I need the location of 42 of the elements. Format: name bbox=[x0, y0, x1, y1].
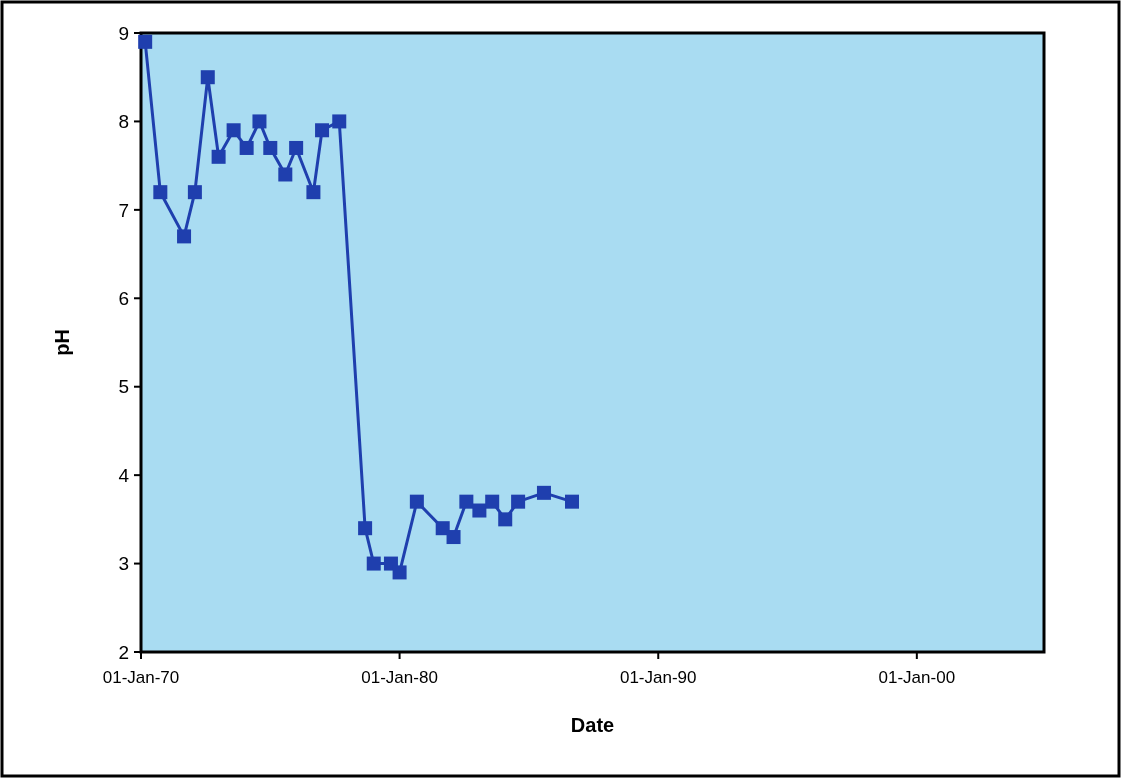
point bbox=[289, 140, 304, 155]
point bbox=[187, 185, 202, 200]
point bbox=[306, 185, 321, 200]
point bbox=[263, 140, 278, 155]
point bbox=[138, 34, 153, 49]
y-tick-label: 5 bbox=[118, 376, 129, 398]
y-tick-label: 7 bbox=[118, 199, 129, 221]
point bbox=[536, 485, 551, 500]
y-tick-label: 8 bbox=[118, 111, 129, 133]
point bbox=[358, 521, 373, 536]
point bbox=[252, 114, 267, 129]
x-tick-label: 01-Jan-90 bbox=[619, 668, 697, 687]
y-tick-label: 6 bbox=[118, 287, 129, 309]
point bbox=[332, 114, 347, 129]
point bbox=[435, 521, 450, 536]
point bbox=[153, 185, 168, 200]
point bbox=[211, 149, 226, 164]
point bbox=[177, 229, 192, 244]
y-tick-label: 3 bbox=[118, 553, 129, 575]
point bbox=[472, 503, 487, 518]
x-tick-label: 01-Jan-70 bbox=[102, 668, 180, 687]
x-tick-label: 01-Jan-00 bbox=[878, 668, 956, 687]
point bbox=[315, 123, 330, 138]
point bbox=[226, 123, 241, 138]
point bbox=[409, 494, 424, 509]
y-axis-title: pH bbox=[51, 329, 73, 356]
point bbox=[459, 494, 474, 509]
point bbox=[511, 494, 526, 509]
point bbox=[239, 140, 254, 155]
point bbox=[565, 494, 579, 509]
point bbox=[366, 556, 381, 571]
x-tick-label: 01-Jan-80 bbox=[361, 668, 438, 687]
y-tick-label: 2 bbox=[118, 641, 129, 663]
point bbox=[446, 530, 461, 545]
y-tick-label: 4 bbox=[118, 464, 130, 486]
point bbox=[278, 167, 293, 182]
point bbox=[498, 512, 513, 527]
point bbox=[200, 70, 215, 85]
y-tick-label: 9 bbox=[118, 22, 129, 44]
point bbox=[392, 565, 407, 580]
x-axis-title: Date bbox=[570, 714, 615, 736]
point bbox=[485, 494, 500, 509]
